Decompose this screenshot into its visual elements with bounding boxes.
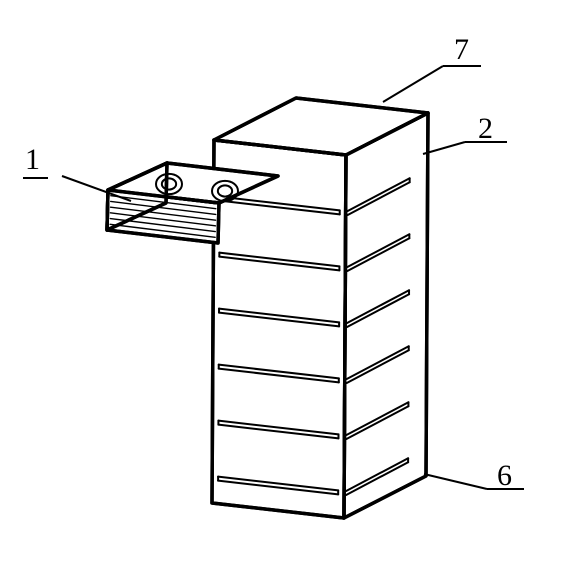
callout-label-2: 2 [478, 112, 493, 146]
diagram-svg [0, 0, 576, 566]
callout-label-6: 6 [497, 459, 512, 493]
callout-label-1: 1 [25, 143, 40, 177]
callout-label-7: 7 [454, 33, 469, 67]
diagram-stage: 1726 [0, 0, 576, 566]
